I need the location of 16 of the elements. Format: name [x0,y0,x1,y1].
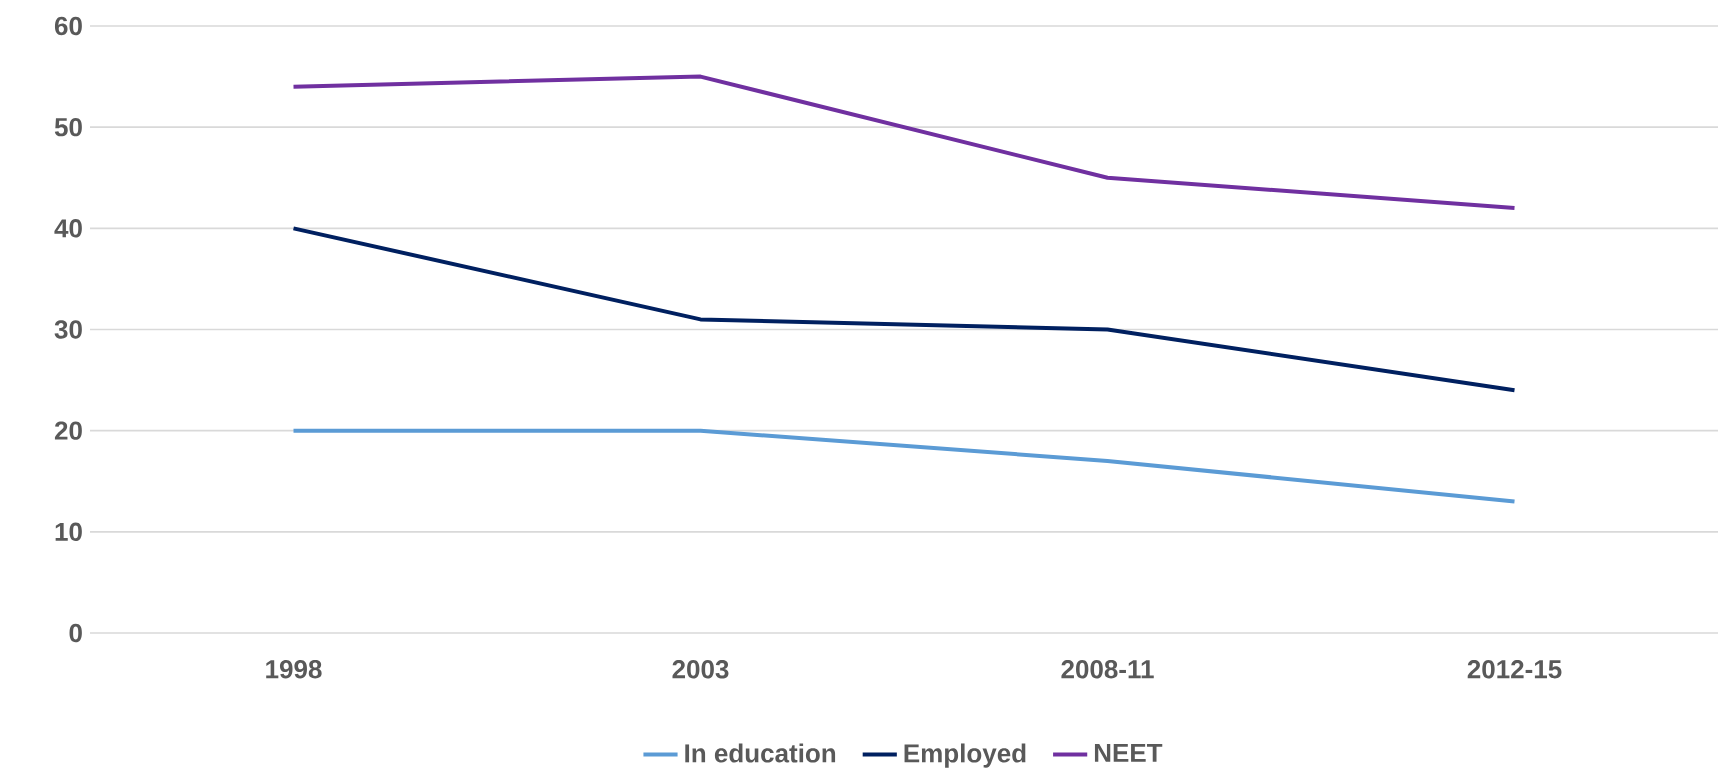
legend-label: Employed [904,743,1026,768]
y-tick-label: 30 [54,320,82,339]
x-tick-label: 2003 [672,660,729,679]
line-series [291,74,1517,211]
x-tick-label: 2012-15 [1467,660,1562,679]
y-tick-label: 40 [54,219,82,238]
y-tick-label: 60 [54,16,82,36]
x-tick-label: 2008-11 [1061,660,1154,679]
legend-label: In education [685,743,836,763]
legend-label: NEET [1094,743,1163,762]
y-tick-label: 20 [54,421,82,440]
x-tick-label: 1998 [266,660,322,679]
y-tick-label: 50 [54,117,82,137]
y-tick-label: 10 [55,522,82,542]
y-tick-label: 0 [69,623,82,643]
line-series [291,226,1517,393]
